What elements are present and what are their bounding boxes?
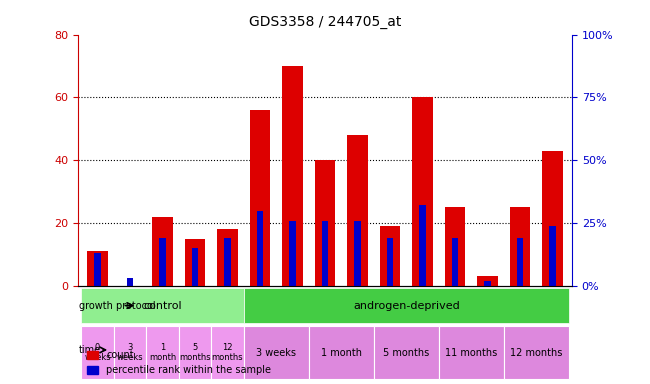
Bar bbox=[445, 207, 465, 286]
Bar bbox=[289, 220, 296, 286]
Bar bbox=[387, 238, 393, 286]
Text: control: control bbox=[143, 301, 182, 311]
Bar bbox=[152, 217, 173, 286]
Text: GDS3358 / 244705_at: GDS3358 / 244705_at bbox=[249, 15, 401, 29]
Bar bbox=[484, 281, 491, 286]
Text: growth protocol: growth protocol bbox=[79, 301, 155, 311]
Text: 1 month: 1 month bbox=[320, 348, 362, 358]
FancyBboxPatch shape bbox=[179, 326, 211, 379]
Text: 11 months: 11 months bbox=[445, 348, 497, 358]
Bar bbox=[354, 220, 361, 286]
Bar bbox=[322, 220, 328, 286]
Bar bbox=[127, 278, 133, 286]
Text: 5 months: 5 months bbox=[383, 348, 430, 358]
Bar bbox=[94, 253, 101, 286]
Bar bbox=[347, 135, 368, 286]
Text: 1
month: 1 month bbox=[149, 343, 176, 362]
FancyBboxPatch shape bbox=[244, 326, 309, 379]
Bar bbox=[477, 276, 498, 286]
Bar bbox=[159, 238, 166, 286]
Bar bbox=[217, 229, 238, 286]
Legend: count, percentile rank within the sample: count, percentile rank within the sample bbox=[83, 346, 275, 379]
Bar bbox=[412, 98, 433, 286]
Bar bbox=[510, 207, 530, 286]
FancyBboxPatch shape bbox=[244, 288, 569, 323]
FancyBboxPatch shape bbox=[211, 326, 244, 379]
Bar bbox=[87, 252, 108, 286]
Bar bbox=[185, 239, 205, 286]
Bar bbox=[542, 151, 563, 286]
Bar bbox=[282, 66, 303, 286]
Bar bbox=[224, 238, 231, 286]
Bar bbox=[250, 110, 270, 286]
Text: 12 months: 12 months bbox=[510, 348, 562, 358]
FancyBboxPatch shape bbox=[309, 326, 374, 379]
FancyBboxPatch shape bbox=[81, 288, 244, 323]
Bar bbox=[452, 238, 458, 286]
FancyBboxPatch shape bbox=[504, 326, 569, 379]
Text: androgen-deprived: androgen-deprived bbox=[353, 301, 460, 311]
FancyBboxPatch shape bbox=[81, 326, 114, 379]
Bar bbox=[257, 210, 263, 286]
Text: 12
months: 12 months bbox=[212, 343, 243, 362]
FancyBboxPatch shape bbox=[374, 326, 439, 379]
FancyBboxPatch shape bbox=[439, 326, 504, 379]
Bar bbox=[192, 248, 198, 286]
Bar bbox=[549, 225, 556, 286]
Text: 5
months: 5 months bbox=[179, 343, 211, 362]
Text: time: time bbox=[79, 345, 101, 355]
FancyBboxPatch shape bbox=[114, 326, 146, 379]
Bar bbox=[517, 238, 523, 286]
Bar bbox=[419, 205, 426, 286]
Text: 0
weeks: 0 weeks bbox=[84, 343, 110, 362]
Text: 3 weeks: 3 weeks bbox=[256, 348, 296, 358]
Bar bbox=[380, 226, 400, 286]
FancyBboxPatch shape bbox=[146, 326, 179, 379]
Text: 3
weeks: 3 weeks bbox=[117, 343, 143, 362]
Bar bbox=[315, 160, 335, 286]
